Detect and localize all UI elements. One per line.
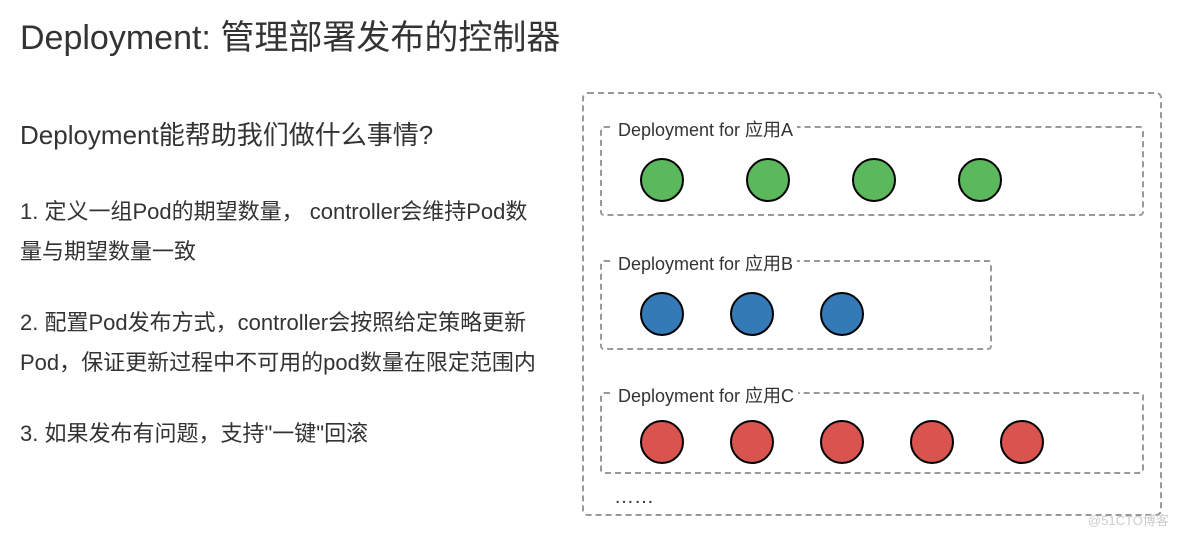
watermark: @51CTO博客 bbox=[1088, 510, 1169, 529]
point-1: 1. 定义一组Pod的期望数量， controller会维持Pod数量与期望数量… bbox=[20, 192, 540, 271]
deployment-label: Deployment for 应用A bbox=[614, 116, 797, 142]
pod-circle-icon bbox=[640, 292, 684, 336]
pod-circle-icon bbox=[910, 420, 954, 464]
deployment-label: Deployment for 应用C bbox=[614, 382, 798, 408]
pod-circle-icon bbox=[730, 420, 774, 464]
subtitle: Deployment能帮助我们做什么事情? bbox=[20, 115, 540, 152]
point-2: 2. 配置Pod发布方式，controller会按照给定策略更新Pod，保证更新… bbox=[20, 303, 540, 382]
pod-circle-icon bbox=[730, 292, 774, 336]
pod-circle-icon bbox=[746, 158, 790, 202]
pod-circle-icon bbox=[640, 158, 684, 202]
pod-circle-icon bbox=[1000, 420, 1044, 464]
pod-circle-icon bbox=[852, 158, 896, 202]
pod-circle-icon bbox=[820, 420, 864, 464]
page-title: Deployment: 管理部署发布的控制器 bbox=[20, 10, 560, 59]
pod-circle-icon bbox=[820, 292, 864, 336]
left-column: Deployment能帮助我们做什么事情? 1. 定义一组Pod的期望数量， c… bbox=[20, 115, 540, 486]
pod-circle-icon bbox=[958, 158, 1002, 202]
pod-circle-icon bbox=[640, 420, 684, 464]
point-3: 3. 如果发布有问题，支持"一键"回滚 bbox=[20, 414, 540, 454]
deployment-label: Deployment for 应用B bbox=[614, 250, 797, 276]
ellipsis: …… bbox=[614, 486, 654, 509]
